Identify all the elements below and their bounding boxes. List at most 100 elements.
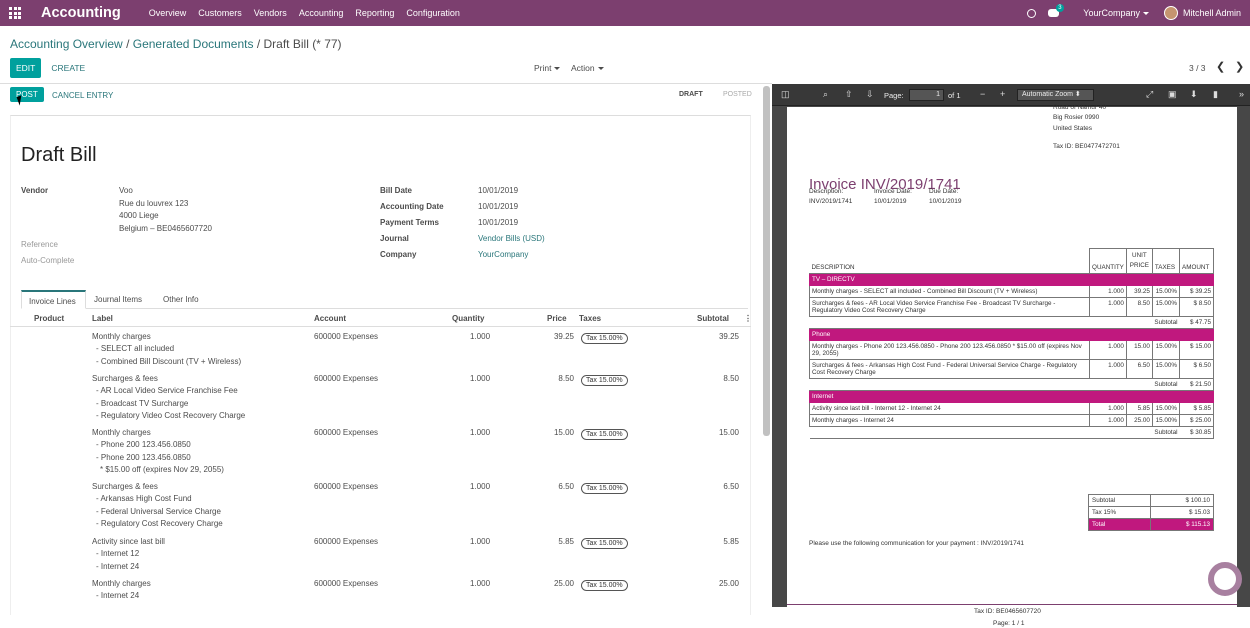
company-address-line: Road of Namur 40	[1053, 104, 1107, 111]
edit-button[interactable]: EDIT	[10, 58, 42, 78]
header-quantity: QUANTITY	[1089, 248, 1127, 274]
breadcrumb: Accounting Overview / Generated Document…	[10, 37, 342, 51]
invoice-section-header: Phone	[809, 328, 1214, 341]
status-draft[interactable]: DRAFT	[679, 91, 703, 98]
header-taxes: TAXES	[1151, 248, 1181, 274]
line-label: Activity since last bill	[92, 537, 165, 546]
menu-overview[interactable]: Overview	[148, 8, 187, 18]
chevron-down-icon	[1142, 12, 1149, 16]
reference-label: Reference	[21, 240, 58, 249]
zoom-in-icon[interactable]: +	[1000, 89, 1006, 99]
previous-page-icon[interactable]: ⇧	[845, 89, 853, 99]
column-taxes[interactable]: Taxes	[579, 314, 602, 323]
zoom-value: Automatic Zoom	[1022, 91, 1073, 98]
section-subtotal-row: Subtotal $ 21.50	[809, 378, 1214, 391]
fullscreen-icon[interactable]: ⤢	[1146, 89, 1154, 99]
journal-field[interactable]: Vendor Bills (USD)	[478, 234, 545, 243]
breadcrumb-accounting-overview[interactable]: Accounting Overview	[10, 37, 123, 51]
journal-label: Journal	[380, 234, 409, 243]
download-icon[interactable]: ⬇	[1190, 89, 1198, 99]
divider	[0, 83, 772, 84]
action-dropdown[interactable]: Action	[571, 63, 604, 73]
page-count: of 1	[948, 91, 961, 100]
post-button[interactable]: POST	[10, 87, 44, 102]
create-button[interactable]: CREATE	[51, 63, 86, 73]
tab-invoice-lines[interactable]: Invoice Lines	[21, 290, 86, 309]
line-amount: $ 5.85	[1179, 402, 1214, 415]
line-label: Surcharges & fees	[92, 374, 158, 383]
activity-clock-icon[interactable]	[1027, 8, 1037, 18]
line-label: - Broadcast TV Surcharge	[96, 398, 189, 408]
column-options-icon[interactable]: ⋮	[744, 314, 752, 323]
apps-menu-icon[interactable]	[9, 7, 21, 19]
menu-customers[interactable]: Customers	[198, 8, 242, 18]
menu-accounting[interactable]: Accounting	[298, 8, 344, 18]
open-file-icon[interactable]: ▣	[1168, 89, 1177, 99]
column-subtotal[interactable]: Subtotal	[697, 314, 729, 323]
line-label: - Phone 200 123.456.0850	[96, 440, 191, 450]
invoice-line-row: Monthly charges - Internet 24 1.000 25.00 1…	[808, 414, 1214, 427]
tax-tag: Tax 15.00%	[581, 537, 628, 549]
totals-subtotal-value: $ 100.10	[1150, 494, 1214, 507]
cancel-entry-button[interactable]: CANCEL ENTRY	[52, 91, 114, 100]
zoom-out-icon[interactable]: −	[980, 89, 986, 99]
menu-reporting[interactable]: Reporting	[355, 8, 395, 18]
company-label: Company	[380, 250, 417, 259]
menu-vendors[interactable]: Vendors	[253, 8, 287, 18]
totals-subtotal-label: Subtotal	[1087, 494, 1152, 507]
sidebar-toggle-icon[interactable]: ◫	[781, 89, 790, 99]
zoom-select[interactable]: Automatic Zoom ⬍	[1017, 89, 1094, 101]
line-amount: $ 6.50	[1179, 359, 1214, 379]
column-product[interactable]: Product	[34, 314, 65, 323]
line-account: 600000 Expenses	[314, 482, 379, 491]
form-scrollbar[interactable]	[763, 86, 770, 436]
accounting-date-field[interactable]: 10/01/2019	[478, 202, 519, 211]
column-price[interactable]: Price	[547, 314, 567, 323]
page-number-input[interactable]: 1	[909, 89, 944, 101]
line-amount: $ 15.00	[1179, 340, 1214, 360]
payment-terms-field[interactable]: 10/01/2019	[478, 218, 519, 227]
search-icon[interactable]: ⌕	[823, 89, 829, 99]
tab-journal-items[interactable]: Journal Items	[94, 295, 143, 304]
next-record-icon[interactable]: ❯	[1235, 61, 1245, 73]
line-quantity: 1.000	[470, 537, 491, 546]
subtotal-label: Subtotal	[1152, 378, 1180, 391]
line-label: - Federal Universal Service Charge	[96, 506, 221, 516]
chat-launcher-icon[interactable]	[1208, 562, 1242, 596]
company-switcher[interactable]: YourCompany	[1083, 8, 1149, 18]
line-subtotal: 15.00	[718, 428, 739, 437]
invoice-line-row: Activity since last bill - Internet 12 -…	[808, 402, 1214, 415]
next-page-icon[interactable]: ⇩	[866, 89, 874, 99]
line-taxes: 15.00%	[1151, 297, 1181, 317]
column-quantity[interactable]: Quantity	[452, 314, 485, 323]
line-label: * $15.00 off (expires Nov 29, 2055)	[100, 464, 224, 474]
spacer	[809, 426, 1153, 439]
user-menu[interactable]: Mitchell Admin	[1182, 8, 1241, 18]
section-subtotal-row: Subtotal $ 47.75	[809, 316, 1214, 329]
bill-date-field[interactable]: 10/01/2019	[478, 186, 519, 195]
bill-date-label: Bill Date	[380, 186, 413, 195]
page-label: Page:	[884, 91, 904, 100]
column-account[interactable]: Account	[314, 314, 346, 323]
line-account: 600000 Expenses	[314, 428, 379, 437]
vendor-name[interactable]: Voo	[119, 186, 133, 195]
vendor-address-line: Rue du louvrex 123	[119, 199, 189, 208]
invoice-date-value: 10/01/2019	[874, 198, 907, 205]
bookmark-icon[interactable]: ▮	[1213, 89, 1218, 99]
messages-icon[interactable]: 3	[1048, 4, 1064, 17]
prev-record-icon[interactable]: ❮	[1216, 61, 1226, 73]
description-label: Description:	[809, 188, 844, 195]
breadcrumb-generated-documents[interactable]: Generated Documents	[132, 37, 254, 51]
company-field[interactable]: YourCompany	[478, 250, 529, 259]
line-label: - SELECT all included	[96, 344, 175, 354]
subtotal-value: $ 30.85	[1179, 426, 1214, 439]
tools-menu-icon[interactable]: »	[1239, 89, 1245, 99]
menu-configuration[interactable]: Configuration	[406, 8, 460, 18]
tab-other-info[interactable]: Other Info	[163, 295, 199, 304]
column-label[interactable]: Label	[92, 314, 113, 323]
status-posted[interactable]: POSTED	[723, 91, 752, 98]
avatar[interactable]	[1163, 6, 1178, 20]
line-unit-price: 6.50	[1125, 359, 1153, 379]
line-label: - Regulatory Cost Recovery Charge	[96, 518, 223, 528]
print-dropdown[interactable]: Print	[534, 63, 561, 73]
